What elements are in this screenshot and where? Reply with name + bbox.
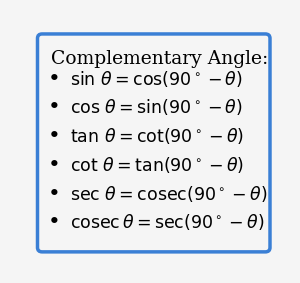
Text: •: •: [47, 213, 60, 232]
Text: •: •: [47, 69, 60, 89]
Text: $\mathrm{cosec}\,\theta = \sec(90^\circ - \theta)$: $\mathrm{cosec}\,\theta = \sec(90^\circ …: [70, 213, 265, 232]
Text: •: •: [47, 184, 60, 204]
Text: $\tan\,\theta = \cot(90^\circ - \theta)$: $\tan\,\theta = \cot(90^\circ - \theta)$: [70, 126, 244, 146]
Text: $\cot\,\theta = \tan(90^\circ - \theta)$: $\cot\,\theta = \tan(90^\circ - \theta)$: [70, 155, 244, 175]
Text: $\sec\,\theta = \mathrm{cosec}(90^\circ - \theta)$: $\sec\,\theta = \mathrm{cosec}(90^\circ …: [70, 184, 268, 204]
Text: Complementary Angle:: Complementary Angle:: [52, 50, 269, 68]
FancyBboxPatch shape: [38, 34, 270, 252]
Text: •: •: [47, 155, 60, 175]
Text: $\cos\,\theta = \sin(90^\circ - \theta)$: $\cos\,\theta = \sin(90^\circ - \theta)$: [70, 97, 243, 117]
Text: •: •: [47, 97, 60, 117]
Text: •: •: [47, 126, 60, 146]
Text: $\sin\,\theta = \cos(90^\circ - \theta)$: $\sin\,\theta = \cos(90^\circ - \theta)$: [70, 69, 243, 89]
